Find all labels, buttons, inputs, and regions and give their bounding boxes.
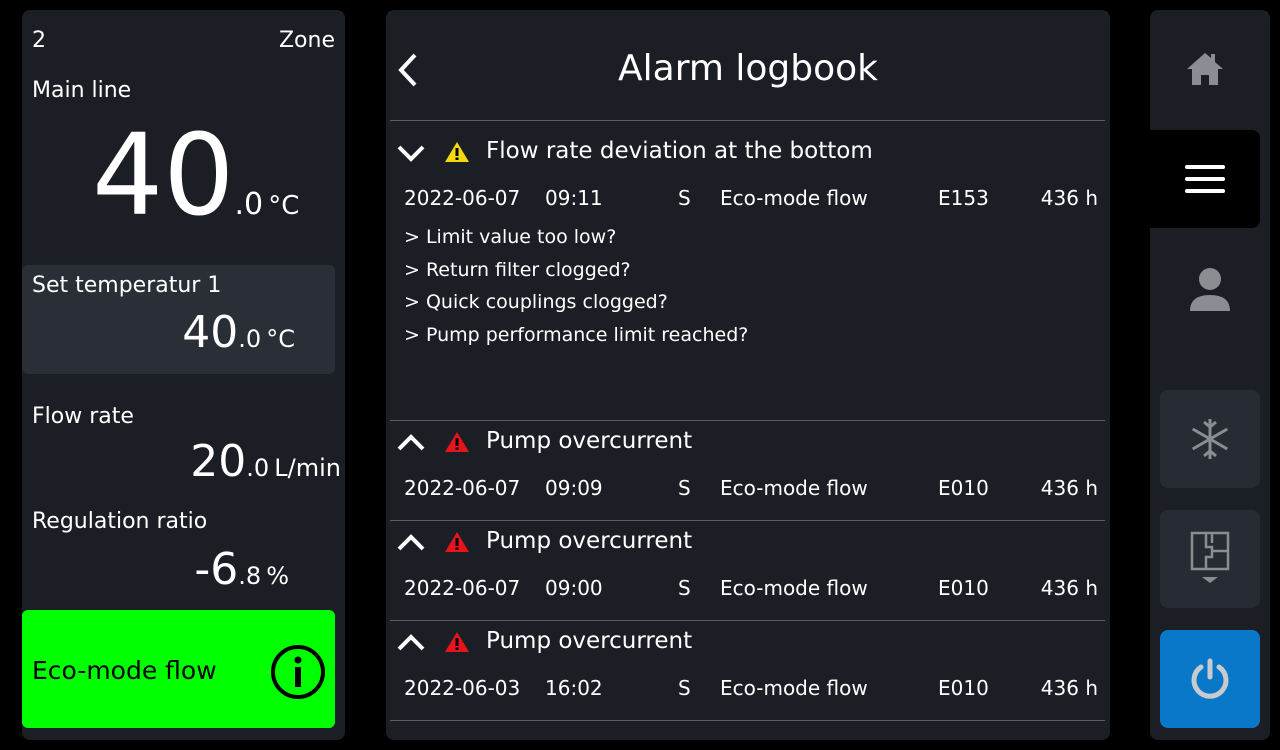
chevron-up-icon[interactable] [396,432,428,454]
alarm-mode: Eco-mode flow [720,476,868,500]
alarm-logbook-panel: Alarm logbook Flow rate deviation at the… [386,10,1110,740]
divider [390,720,1105,721]
error-icon [445,532,469,552]
error-icon [445,432,469,452]
alarm-code: E010 [938,476,989,500]
set-temp-label: Set temperatur 1 [32,273,222,298]
flow-rate-value: 20.0 L/min [190,436,341,487]
mode-label: Eco-mode flow [32,656,217,685]
flow-rate-label: Flow rate [32,404,134,429]
alarm-mode: Eco-mode flow [720,676,868,700]
nav-home[interactable] [1150,10,1260,128]
nav-user[interactable] [1150,240,1270,340]
error-icon [445,632,469,652]
back-icon[interactable] [396,52,420,88]
alarm-type: S [678,186,691,210]
floorplan-icon [1190,531,1230,583]
snowflake-icon [1191,419,1229,459]
zone-label: Zone [278,28,335,53]
alarm-time: 09:09 [545,476,603,500]
divider [390,120,1105,121]
alarm-hours: 436 h [1040,676,1098,700]
nav-menu[interactable] [1150,130,1260,228]
info-icon[interactable] [270,644,326,700]
alarm-code: E010 [938,576,989,600]
user-icon [1190,268,1230,311]
alarm-cause: > Return filter clogged? [404,258,631,281]
divider [390,520,1105,521]
alarm-date: 2022-06-03 [404,676,521,700]
status-panel: 2 Zone Main line 40.0 °C Set temperatur … [22,10,345,740]
alarm-time: 16:02 [545,676,603,700]
alarm-time: 09:11 [545,186,603,210]
alarm-title: Pump overcurrent [486,628,693,654]
cooling-button[interactable] [1160,390,1260,488]
alarm-code: E153 [938,186,989,210]
alarm-title: Flow rate deviation at the bottom [486,138,873,164]
alarm-mode: Eco-mode flow [720,186,868,210]
chevron-down-icon[interactable] [396,142,428,164]
alarm-hours: 436 h [1040,476,1098,500]
alarm-date: 2022-06-07 [404,476,521,500]
alarm-hours: 436 h [1040,576,1098,600]
alarm-code: E010 [938,676,989,700]
main-line-label: Main line [32,78,132,103]
set-temperature-button[interactable]: Set temperatur 1 40.0 °C [22,265,335,374]
alarm-title: Pump overcurrent [486,528,693,554]
chevron-up-icon[interactable] [396,632,428,654]
floorplan-button[interactable] [1160,510,1260,608]
alarm-type: S [678,676,691,700]
regulation-ratio-label: Regulation ratio [32,509,208,534]
menu-icon [1185,165,1225,193]
power-button[interactable] [1160,630,1260,728]
chevron-up-icon[interactable] [396,532,428,554]
home-icon [1187,53,1223,85]
mode-status-button[interactable]: Eco-mode flow [22,610,335,728]
divider [390,420,1105,421]
alarm-type: S [678,576,691,600]
alarm-cause: > Quick couplings clogged? [404,291,668,313]
divider [390,620,1105,621]
zone-number: 2 [32,28,46,53]
main-temperature: 40.0 °C [92,111,300,241]
alarm-date: 2022-06-07 [404,186,521,210]
warning-icon [445,142,469,162]
regulation-ratio-value: -6.8 % [194,544,289,595]
alarm-mode: Eco-mode flow [720,576,868,600]
power-icon [1191,658,1229,699]
alarm-type: S [678,476,691,500]
alarm-cause: > Pump performance limit reached? [404,323,749,346]
set-temp-value: 40.0 °C [182,307,295,358]
alarm-date: 2022-06-07 [404,576,521,600]
page-title: Alarm logbook [618,48,878,89]
alarm-time: 09:00 [545,576,603,600]
alarm-cause: > Limit value too low? [404,226,617,248]
alarm-hours: 436 h [1040,186,1098,210]
alarm-title: Pump overcurrent [486,428,693,454]
